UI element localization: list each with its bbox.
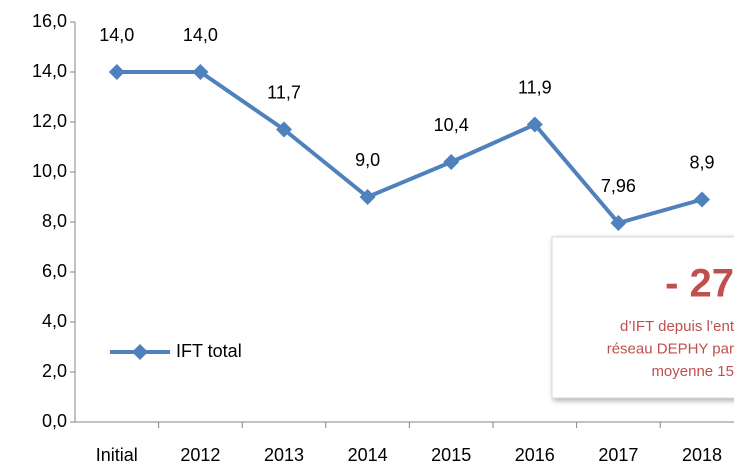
x-tick-label: 2016	[515, 445, 555, 464]
point	[694, 191, 710, 208]
annotation-box	[551, 236, 734, 399]
point	[610, 215, 627, 231]
value-label: 9,0	[355, 150, 380, 170]
y-tick-label: 10,0	[32, 161, 67, 181]
value-label: 14,0	[183, 25, 218, 45]
x-tick-label: 2015	[431, 445, 471, 464]
y-tick-label: 16,0	[32, 11, 67, 31]
point	[108, 64, 125, 80]
value-label: 14,0	[99, 25, 134, 45]
y-tick-label: 4,0	[42, 311, 67, 331]
y-tick-label: 6,0	[42, 261, 67, 281]
point	[276, 121, 292, 138]
x-tick-label: 2017	[598, 445, 638, 464]
y-tick-label: 0,0	[42, 411, 67, 431]
annotation-headline: - 27	[665, 262, 734, 306]
legend-marker	[132, 344, 148, 360]
x-tick-label: 2014	[348, 445, 388, 464]
annotation-line: d’IFT depuis l’ent	[620, 318, 734, 335]
point	[192, 64, 209, 80]
series-line	[116, 70, 703, 225]
point	[526, 116, 543, 133]
point	[443, 154, 460, 170]
value-label: 10,4	[434, 115, 469, 135]
point	[359, 189, 376, 205]
value-label: 11,9	[518, 77, 552, 97]
y-tick-label: 2,0	[42, 361, 67, 381]
value-label: 8,9	[689, 152, 714, 172]
x-tick-label: Initial	[96, 445, 138, 464]
x-tick-label: 2012	[180, 445, 220, 464]
legend-label: IFT total	[176, 341, 242, 361]
annotation-line: moyenne 15	[651, 363, 734, 380]
value-label: 7,96	[601, 176, 636, 196]
x-tick-label: 2018	[682, 445, 722, 464]
x-tick-label: 2013	[264, 445, 304, 464]
value-label: 11,7	[267, 82, 301, 102]
y-tick-label: 8,0	[42, 211, 67, 231]
y-tick-label: 14,0	[32, 61, 67, 81]
annotation-line: réseau DEPHY par	[607, 340, 734, 357]
y-tick-label: 12,0	[32, 111, 67, 131]
